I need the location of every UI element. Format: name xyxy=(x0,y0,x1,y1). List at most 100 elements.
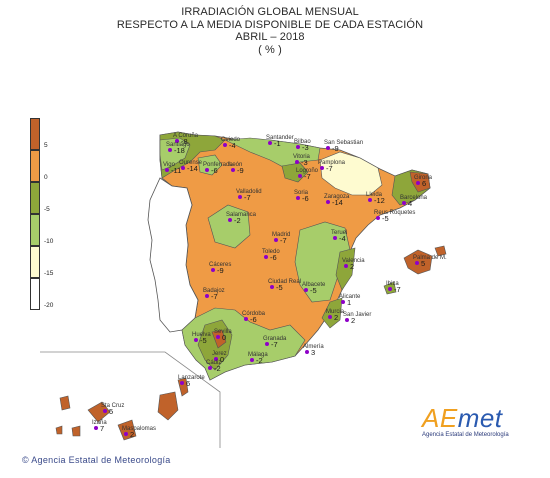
station-value: 6 xyxy=(422,179,426,188)
station-name: Albacete xyxy=(302,282,326,288)
station-dot xyxy=(214,357,218,361)
station-marker: Granada-7 xyxy=(263,336,287,349)
station-name: León xyxy=(229,162,242,168)
copyright-notice: © Agencia Estatal de Meteorología xyxy=(22,455,171,465)
station-dot xyxy=(124,432,128,436)
station-marker: A Coruña-8 xyxy=(173,133,199,146)
station-value: -7 xyxy=(271,340,278,349)
station-name: Izaña xyxy=(92,420,107,426)
station-dot xyxy=(216,335,220,339)
station-dot xyxy=(388,287,392,291)
station-value: -7 xyxy=(244,193,251,202)
station-marker: Ibiza-7 xyxy=(386,281,401,294)
station-marker: Valladolid-7 xyxy=(236,189,262,202)
station-marker: León-9 xyxy=(229,162,244,175)
station-dot xyxy=(268,141,272,145)
station-dot xyxy=(296,196,300,200)
zone-ebro xyxy=(319,151,383,196)
station-value: 3 xyxy=(311,348,315,357)
station-marker: Logroño-7 xyxy=(296,168,319,181)
station-dot xyxy=(205,294,209,298)
station-value: -7 xyxy=(280,236,287,245)
station-value: 7 xyxy=(100,424,104,433)
station-name: Logroño xyxy=(296,168,319,174)
map-title: IRRADIACIÓN GLOBAL MENSUAL RESPECTO A LA… xyxy=(100,6,440,56)
station-value: 2 xyxy=(334,313,338,322)
legend-label: 0 xyxy=(44,174,48,181)
station-marker: Cáceres-9 xyxy=(209,262,231,275)
station-value: -2 xyxy=(256,356,263,365)
station-marker: Lleida-12 xyxy=(366,192,385,205)
legend-swatch xyxy=(30,150,40,182)
station-name: Sta Cruz xyxy=(101,403,124,409)
station-value: -6 xyxy=(250,315,257,324)
title-line-3: ABRIL – 2018 xyxy=(235,31,305,43)
station-value: -4 xyxy=(229,141,236,150)
station-dot xyxy=(298,174,302,178)
station-marker: Teruel-4 xyxy=(331,230,347,243)
station-name: Santiago xyxy=(166,142,190,148)
station-dot xyxy=(250,358,254,362)
station-value: 0 xyxy=(222,333,226,342)
station-name: Ibiza xyxy=(386,281,399,287)
station-name: Pamplona xyxy=(318,160,346,166)
station-dot xyxy=(270,285,274,289)
station-marker: Vitoria-3 xyxy=(293,154,311,167)
station-value: -4 xyxy=(339,234,346,243)
station-value: -7 xyxy=(304,172,311,181)
station-dot xyxy=(205,168,209,172)
station-name: Ourense xyxy=(179,160,203,166)
station-name: Valladolid xyxy=(236,189,262,195)
station-name: Córdoba xyxy=(242,311,266,317)
station-name: Lanzarote xyxy=(178,375,205,381)
station-dot xyxy=(274,238,278,242)
station-value: -14 xyxy=(187,164,198,173)
station-name: Jerez xyxy=(212,351,227,357)
station-value: -14 xyxy=(332,198,343,207)
station-dot xyxy=(103,409,107,413)
station-dot xyxy=(415,261,419,265)
station-name: A Coruña xyxy=(173,133,199,139)
station-name: Málaga xyxy=(248,352,268,358)
station-dot xyxy=(165,168,169,172)
aemet-logo: AEmet Agencia Estatal de Meteorología xyxy=(422,403,532,438)
station-dot xyxy=(168,148,172,152)
station-value: 4 xyxy=(408,199,412,208)
station-name: Toledo xyxy=(262,249,280,255)
station-name: Bilbao xyxy=(294,139,311,145)
station-value: -5 xyxy=(310,286,317,295)
station-dot xyxy=(368,198,372,202)
station-value: -6 xyxy=(270,253,277,262)
station-value: -2 xyxy=(234,216,241,225)
canary-inset-frame xyxy=(40,351,221,448)
station-value: -7 xyxy=(326,164,333,173)
legend-swatch xyxy=(30,118,40,150)
station-marker: Soria-6 xyxy=(294,190,309,203)
station-dot xyxy=(328,315,332,319)
station-value: 0 xyxy=(220,355,224,364)
legend-label: -10 xyxy=(44,238,54,245)
station-name: Barcelona xyxy=(400,195,428,201)
station-marker: Ourense-14 xyxy=(179,160,203,173)
station-marker: Bilbao-3 xyxy=(294,139,311,152)
station-value: -8 xyxy=(181,137,188,146)
station-dot xyxy=(304,288,308,292)
station-name: Badajoz xyxy=(203,288,225,294)
station-dot xyxy=(94,426,98,430)
station-name: Reus Roquetes xyxy=(374,210,415,216)
station-dot xyxy=(345,318,349,322)
station-name: Girona xyxy=(414,175,433,181)
legend-label: 5 xyxy=(44,142,48,149)
station-name: Lleida xyxy=(366,192,383,198)
station-name: Oviedo xyxy=(221,137,241,143)
station-name: Ciudad Real xyxy=(268,279,301,285)
legend-swatch xyxy=(30,246,40,278)
station-dot xyxy=(326,146,330,150)
station-value: 6 xyxy=(186,379,190,388)
